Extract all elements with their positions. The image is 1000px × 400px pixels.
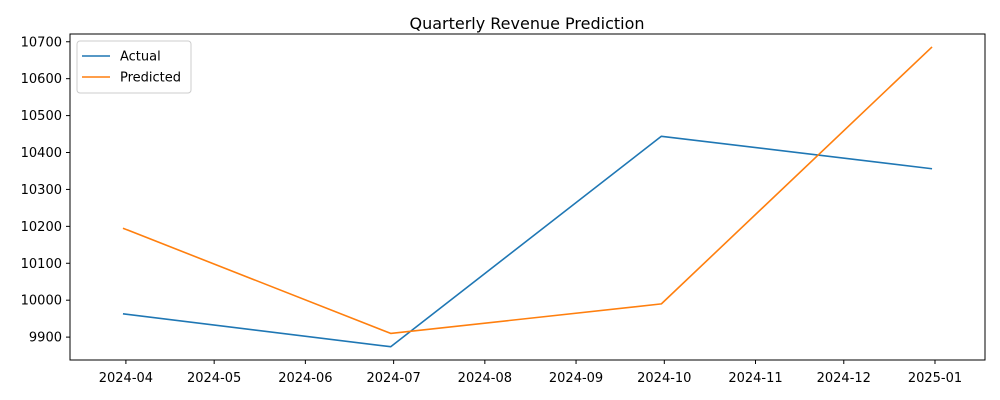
legend-label: Actual bbox=[120, 50, 161, 65]
y-tick-label: 10700 bbox=[21, 35, 62, 50]
series-line-actual bbox=[122, 135, 933, 348]
chart-title: Quarterly Revenue Prediction bbox=[409, 14, 644, 33]
x-tick-label: 2024-06 bbox=[278, 371, 332, 386]
y-tick-label: 10400 bbox=[21, 146, 62, 161]
y-tick-label: 10300 bbox=[21, 183, 62, 198]
y-tick-label: 10200 bbox=[21, 220, 62, 235]
y-tick-label: 9900 bbox=[29, 331, 62, 346]
legend-label: Predicted bbox=[120, 71, 181, 86]
legend: Actual Predicted bbox=[76, 40, 192, 94]
y-tick-label: 10100 bbox=[21, 257, 62, 272]
series-line-predicted bbox=[122, 46, 933, 335]
x-tick-label: 2024-08 bbox=[458, 371, 512, 386]
x-tick-label: 2024-09 bbox=[549, 371, 603, 386]
y-tick-label: 10000 bbox=[21, 294, 62, 309]
x-tick-label: 2024-07 bbox=[366, 371, 420, 386]
x-axis: 2024-04 2024-05 2024-06 2024-07 2024-08 2024-… bbox=[99, 360, 962, 386]
y-tick-label: 10600 bbox=[21, 72, 62, 87]
plot-area-frame bbox=[69, 33, 986, 361]
x-tick-label: 2024-12 bbox=[817, 371, 871, 386]
x-tick-label: 2024-11 bbox=[728, 371, 782, 386]
y-axis: 9900 10000 10100 10200 10300 10400 10500 10600 1… bbox=[21, 35, 70, 346]
series-layer bbox=[122, 46, 933, 348]
x-tick-label: 2024-04 bbox=[99, 371, 153, 386]
x-tick-label: 2024-10 bbox=[637, 371, 691, 386]
x-tick-label: 2024-05 bbox=[187, 371, 241, 386]
x-tick-label: 2025-01 bbox=[908, 371, 962, 386]
y-tick-label: 10500 bbox=[21, 109, 62, 124]
legend-box bbox=[76, 40, 192, 94]
